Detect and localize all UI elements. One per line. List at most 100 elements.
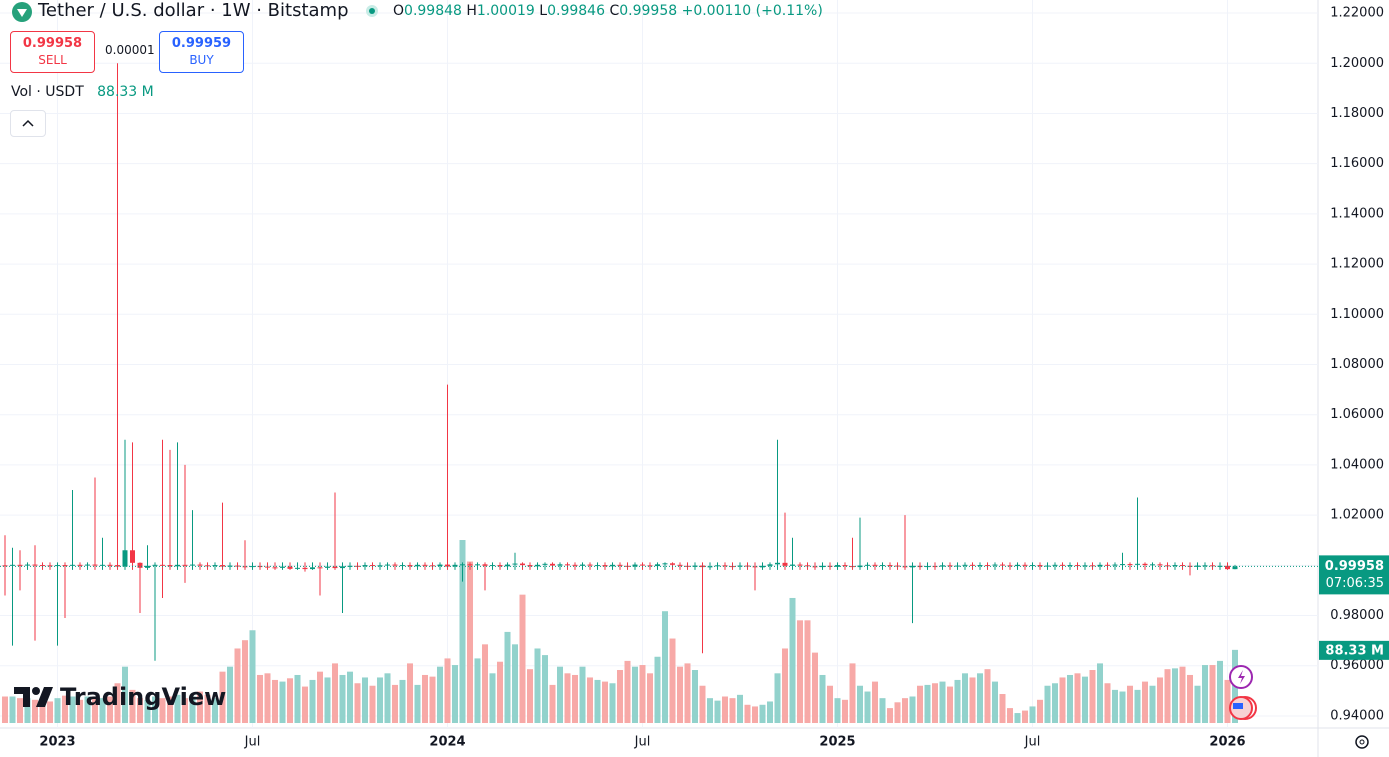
y-tick-label: 0.96000: [1330, 658, 1384, 673]
volume-bar: [624, 660, 631, 723]
volume-bar: [1127, 685, 1133, 723]
candle-body: [422, 564, 428, 566]
candle-body: [1067, 565, 1073, 567]
candle-body: [85, 564, 90, 566]
buy-button[interactable]: 0.99959 BUY: [159, 31, 244, 73]
candle-body: [805, 565, 810, 567]
candle-body: [857, 565, 863, 568]
volume-bar: [279, 681, 286, 723]
volume-bar: [774, 673, 781, 723]
volume-name: Vol · USDT: [11, 84, 84, 100]
volume-bar: [917, 685, 923, 723]
volume-bar: [857, 685, 863, 723]
volume-tag-value: 88.33 M: [1325, 643, 1384, 658]
candle-body: [1105, 564, 1110, 566]
volume-bar: [932, 683, 938, 723]
volume-bar: [482, 644, 488, 723]
volume-bar: [1119, 691, 1126, 723]
candle-body: [617, 564, 623, 566]
symbol-icon: [10, 1, 34, 27]
volume-bar: [564, 673, 571, 723]
volume-bar: [309, 679, 316, 723]
candle-body: [467, 564, 473, 566]
candle-body: [992, 564, 998, 566]
volume-bar: [159, 698, 166, 723]
candle-body: [1082, 565, 1088, 567]
candle-body: [160, 564, 165, 566]
volume-bar: [669, 638, 676, 723]
candle-body: [872, 564, 878, 566]
ohlc-legend: O0.99848 H1.00019 L0.99846 C0.99958 +0.0…: [393, 3, 823, 19]
x-tick-label: Jul: [1024, 735, 1041, 750]
candle-body: [1127, 564, 1133, 566]
volume-bar: [872, 681, 878, 723]
candle-body: [1000, 564, 1005, 566]
candle-body: [385, 564, 390, 566]
collapse-button[interactable]: [10, 110, 46, 137]
volume-bar: [197, 691, 203, 723]
candle-body: [137, 562, 143, 568]
event-icons[interactable]: [1228, 664, 1268, 728]
candle-body: [610, 564, 615, 567]
candle-body: [415, 564, 420, 567]
settings-button[interactable]: [1352, 732, 1372, 756]
volume-bar: [92, 698, 98, 723]
volume-bar: [249, 630, 256, 723]
candle-body: [827, 565, 833, 567]
volume-legend: Vol · USDT 88.33 M: [11, 84, 154, 100]
volume-bar: [1209, 665, 1216, 723]
volume-bar: [459, 540, 466, 723]
candle-body: [782, 562, 788, 566]
candle-body: [497, 565, 503, 567]
candle-body: [430, 565, 435, 567]
candle-body: [565, 564, 570, 566]
candle-body: [2, 565, 8, 567]
candle-body: [767, 564, 773, 566]
volume-bar: [1202, 665, 1208, 723]
spread: 0.00001: [105, 43, 155, 57]
volume-bar: [354, 683, 361, 723]
tether-logo: [12, 2, 32, 22]
volume-bar: [324, 677, 331, 723]
volume-bar: [1059, 677, 1066, 723]
candle-body: [212, 565, 218, 567]
volume-bar: [999, 694, 1006, 723]
volume-bar: [1052, 683, 1058, 723]
ohlc-key: L: [539, 3, 548, 19]
candle-body: [280, 566, 285, 568]
candle-body: [347, 565, 353, 567]
volume-bar: [677, 666, 683, 723]
candle-body: [482, 564, 488, 566]
sell-label: SELL: [38, 53, 67, 67]
volume-bar: [752, 706, 758, 723]
volume-bar: [114, 683, 121, 723]
volume-bar: [1037, 699, 1043, 723]
candle-body: [670, 563, 675, 565]
candle-body: [527, 565, 533, 567]
sell-button[interactable]: 0.99958 SELL: [10, 31, 95, 73]
candle-body: [865, 564, 870, 566]
candle-body: [572, 564, 578, 566]
candle-body: [362, 565, 368, 567]
volume-bar: [167, 696, 173, 723]
ohlc-key: H: [466, 3, 477, 19]
volume-bar: [1074, 673, 1081, 723]
volume-bar: [1007, 708, 1013, 723]
volume-bar: [392, 684, 398, 723]
y-tick-label: 0.98000: [1330, 608, 1384, 623]
volume-bar: [347, 671, 353, 723]
volume-bar: [339, 674, 346, 723]
volume-bar: [639, 665, 646, 723]
volume-bar: [377, 677, 383, 723]
candle-body: [17, 564, 23, 566]
volume-bar: [549, 684, 556, 723]
volume-bar: [924, 684, 931, 723]
candle-body: [340, 566, 345, 569]
volume-bar: [437, 666, 443, 723]
volume-bar: [789, 597, 796, 723]
volume-tag: [1319, 640, 1389, 660]
volume-bar: [182, 698, 188, 723]
x-tick-label: 2025: [819, 735, 855, 750]
volume-value: 88.33 M: [97, 84, 154, 100]
